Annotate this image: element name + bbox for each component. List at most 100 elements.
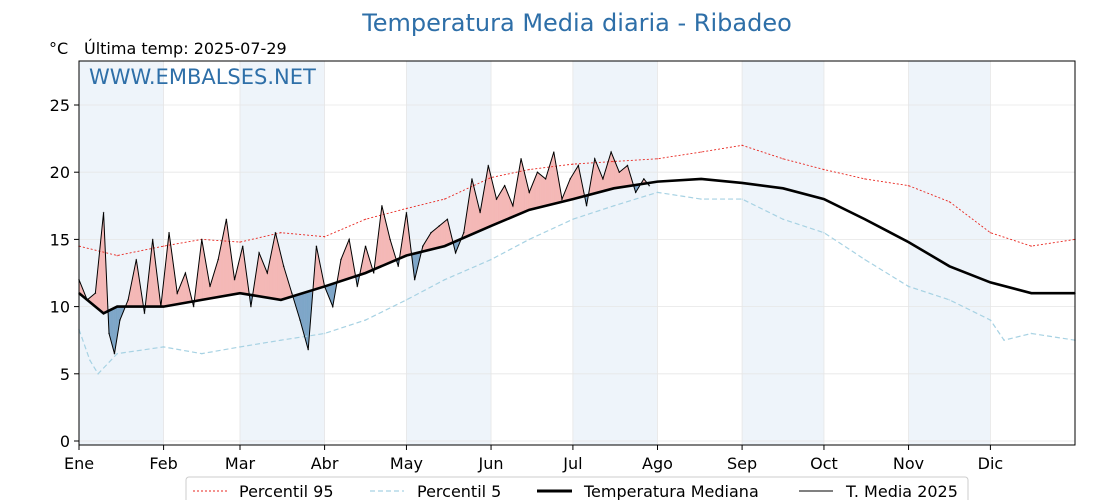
x-tick-label: Ago (642, 454, 673, 473)
above-median-fill (343, 249, 346, 281)
above-median-fill (346, 242, 348, 280)
t-media-2025-point (512, 205, 514, 207)
t-media-2025-point (585, 205, 588, 207)
above-median-fill (537, 171, 539, 209)
t-media-2025-point (250, 305, 252, 308)
t-media-2025-point (241, 245, 244, 247)
percentil-95-point (405, 207, 408, 210)
above-median-fill (569, 175, 572, 201)
month-band (239, 61, 325, 445)
above-median-fill (272, 239, 275, 299)
above-median-fill (534, 175, 537, 209)
percentil-5-point (656, 191, 659, 194)
t-media-2025-point (602, 178, 604, 180)
above-median-fill (220, 239, 223, 297)
t-media-2025-point (462, 231, 465, 234)
percentil-5-point (89, 359, 91, 362)
percentil-5-point (1030, 332, 1033, 335)
percentil-5-point (280, 339, 282, 342)
t-media-2025-point (364, 245, 367, 247)
temperatura-mediana-point (823, 198, 825, 200)
above-median-fill (595, 162, 598, 194)
t-media-2025-point (340, 258, 342, 261)
percentil-95-point (864, 178, 866, 180)
t-media-2025-point (610, 151, 612, 153)
t-media-2025-point (94, 292, 97, 294)
percentil-95-point (364, 218, 367, 221)
percentil-95-point (907, 184, 910, 187)
percentil-95-point (989, 231, 992, 234)
above-median-fill (434, 227, 437, 249)
temperatura-mediana-point (490, 225, 492, 227)
above-median-fill (183, 272, 186, 304)
t-media-2025-point (454, 252, 457, 254)
y-tick-label: 15 (50, 230, 70, 249)
above-median-fill (539, 174, 542, 208)
t-media-2025-point (643, 178, 645, 180)
percentil-95-point (1030, 245, 1033, 247)
temperatura-mediana-point (239, 292, 241, 294)
t-media-2025-line (78, 150, 650, 354)
percentil-5-point (200, 352, 203, 355)
y-tick-label: 0 (60, 432, 70, 451)
y-tick-label: 25 (50, 96, 70, 115)
percentil-5-point (528, 238, 531, 241)
temperatura-mediana-point (864, 218, 866, 221)
above-median-fill (609, 151, 612, 190)
temperatura-mediana-point (741, 182, 743, 184)
above-median-fill (575, 167, 578, 199)
percentil-5-point (443, 278, 446, 281)
x-axis: Ene Feb Mar Abr May Jun Jul Ago Sep Oct Nov Dic (64, 445, 1003, 473)
percentil-95-point (948, 200, 951, 203)
t-media-2025-point (331, 305, 334, 308)
t-media-2025-point (520, 157, 522, 160)
percentil-95-point (656, 157, 659, 160)
temperatura-mediana-point (948, 265, 951, 268)
x-tick-label: Dic (978, 454, 1004, 473)
t-media-2025-point (438, 225, 440, 227)
t-media-2025-point (307, 348, 310, 351)
x-tick-label: Sep (727, 454, 757, 473)
x-tick-label: Jul (562, 454, 582, 473)
t-media-2025-point (135, 258, 138, 261)
legend-label-median: Temperatura Mediana (583, 482, 759, 500)
temperatura-mediana-point (782, 187, 784, 190)
above-median-fill (436, 226, 439, 249)
t-media-2025-point (648, 184, 651, 187)
x-tick-label: Jun (478, 454, 504, 473)
t-media-2025-point (258, 252, 260, 254)
series-lines (78, 144, 1076, 375)
temperatura-mediana-line (78, 177, 1075, 315)
percentil-5-point (741, 198, 743, 200)
t-media-2025-point (561, 198, 563, 200)
t-media-2025-point (536, 171, 539, 173)
t-media-2025-point (593, 157, 596, 160)
t-media-2025-point (108, 332, 110, 335)
above-median-fill (347, 239, 350, 280)
above-median-fill (279, 249, 282, 301)
t-media-2025-point (544, 178, 547, 180)
percentil-95-point (782, 157, 784, 160)
above-median-fill (620, 169, 623, 188)
t-media-2025-point (577, 164, 580, 167)
x-tick-label: Ene (64, 454, 94, 473)
above-median-fill (432, 230, 434, 250)
t-media-2025-point (119, 319, 121, 321)
above-median-fill (262, 262, 265, 298)
t-media-2025-point (315, 245, 318, 247)
t-media-2025-point (479, 211, 481, 214)
percentil-5-point (989, 319, 992, 321)
last-update-label: Última temp: 2025-07-29 (84, 39, 287, 58)
t-media-2025-point (397, 265, 400, 268)
month-band (908, 61, 991, 445)
above-median-fill (441, 222, 444, 248)
temperatura-mediana-point (364, 272, 367, 274)
above-median-fill (619, 170, 621, 188)
month-band (79, 61, 164, 445)
month-band (572, 61, 658, 445)
above-median-fill (505, 188, 508, 220)
above-median-fill (444, 219, 447, 247)
t-media-2025-point (233, 278, 236, 281)
percentil-5-point (864, 258, 866, 261)
above-median-fill (438, 224, 441, 248)
